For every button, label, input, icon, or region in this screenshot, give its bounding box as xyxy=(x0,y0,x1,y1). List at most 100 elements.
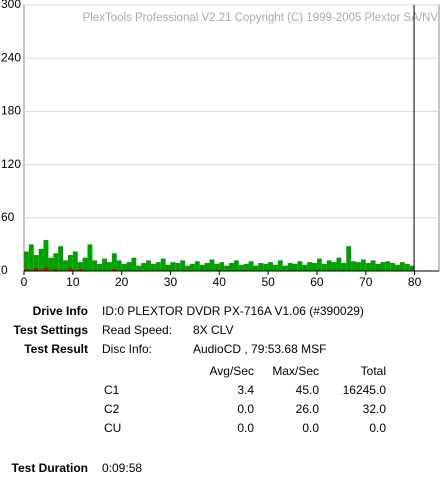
bar xyxy=(395,264,400,271)
bar xyxy=(390,263,396,271)
bar xyxy=(243,263,249,271)
x-tick-label: 60 xyxy=(310,275,324,289)
bar xyxy=(316,258,322,271)
bar xyxy=(63,260,68,271)
row-label: CU xyxy=(104,421,121,435)
bar xyxy=(292,263,298,271)
column-header: Max/Sec xyxy=(272,364,319,378)
bar xyxy=(248,261,254,271)
bar xyxy=(67,268,73,271)
cell: 0.0 xyxy=(369,421,386,435)
bar xyxy=(194,261,200,271)
x-tick-label: 80 xyxy=(408,275,422,289)
bar xyxy=(253,265,259,271)
bar xyxy=(233,260,239,271)
bar xyxy=(141,263,147,271)
bar xyxy=(43,267,49,271)
bar xyxy=(28,244,34,271)
column-header: Avg/Sec xyxy=(210,364,254,378)
row-label: C1 xyxy=(104,383,120,397)
watermark: PlexTools Professional V2.21 Copyright (… xyxy=(83,12,439,24)
bar xyxy=(24,251,29,271)
bar xyxy=(356,262,361,271)
bar xyxy=(214,263,220,271)
bar xyxy=(24,269,29,271)
cell: 26.0 xyxy=(296,402,320,416)
bar xyxy=(87,244,93,271)
label: Drive Info xyxy=(33,304,88,318)
bar xyxy=(116,260,122,271)
x-tick-label: 10 xyxy=(66,275,80,289)
label: Test Result xyxy=(24,342,88,356)
bar xyxy=(43,239,49,271)
y-tick-label: 0 xyxy=(1,263,8,277)
bar xyxy=(72,251,78,271)
bar xyxy=(111,269,117,271)
bar xyxy=(150,263,156,271)
bar xyxy=(180,260,186,271)
bar xyxy=(370,260,376,271)
cell: 0.0 xyxy=(302,421,319,435)
bar xyxy=(360,259,366,271)
bar xyxy=(48,257,54,271)
bar xyxy=(146,260,151,271)
bar xyxy=(77,262,83,271)
y-tick-label: 60 xyxy=(1,210,15,224)
x-tick-label: 40 xyxy=(213,275,227,289)
bar xyxy=(33,255,39,271)
bar xyxy=(365,263,371,271)
plot: 0 60 120 180 240 300 0 10 20 30 40 50 60 70 80 xyxy=(1,0,439,289)
cell: 3.4 xyxy=(237,383,254,397)
bar xyxy=(126,262,132,271)
bar xyxy=(175,263,181,271)
bar xyxy=(190,263,195,271)
bar xyxy=(282,265,288,271)
bar xyxy=(399,262,405,271)
bar xyxy=(136,265,142,271)
bar xyxy=(97,263,103,271)
column-header: Total xyxy=(361,364,386,378)
bar xyxy=(77,269,83,271)
bar xyxy=(297,261,303,271)
bar xyxy=(409,265,415,271)
bar xyxy=(102,258,107,271)
bar xyxy=(82,257,88,271)
x-tick-label: 20 xyxy=(115,275,129,289)
x-tick-label: 50 xyxy=(261,275,275,289)
bar xyxy=(92,260,98,271)
bar xyxy=(375,263,381,271)
bar xyxy=(277,260,283,271)
x-tick-label: 30 xyxy=(164,275,178,289)
bar xyxy=(107,262,112,271)
bar xyxy=(38,248,44,271)
bar xyxy=(219,262,225,271)
label: Disc Info: xyxy=(102,342,152,356)
plot-area xyxy=(23,4,440,272)
bar xyxy=(273,264,278,271)
bar xyxy=(312,263,317,271)
bar xyxy=(380,262,386,271)
row-label: C2 xyxy=(104,402,120,416)
value: 0:09:58 xyxy=(102,461,142,475)
label: Read Speed: xyxy=(102,323,172,337)
x-tick-label: 0 xyxy=(21,275,28,289)
bar xyxy=(263,263,269,271)
y-tick-label: 240 xyxy=(1,50,21,64)
bar xyxy=(404,263,410,271)
bar xyxy=(258,263,264,271)
bar xyxy=(346,246,352,271)
bar xyxy=(199,264,205,271)
value: 8X CLV xyxy=(193,323,233,337)
bar xyxy=(53,269,59,271)
cell: 16245.0 xyxy=(343,383,387,397)
cell: 0.0 xyxy=(237,421,254,435)
bar xyxy=(131,257,137,271)
bar xyxy=(111,253,117,271)
bar xyxy=(229,263,234,271)
label: Test Duration xyxy=(12,461,88,475)
bar xyxy=(155,262,161,271)
bar xyxy=(185,265,190,271)
y-tick-label: 120 xyxy=(1,157,21,171)
